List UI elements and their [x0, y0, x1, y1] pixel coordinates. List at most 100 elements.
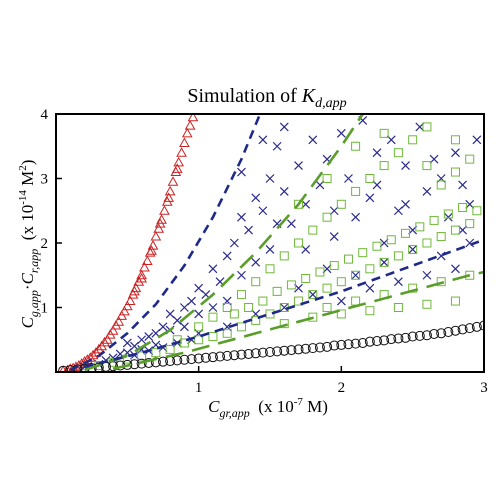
y-label-dot: ·: [18, 284, 37, 290]
triangle-point: [181, 127, 193, 138]
cross-point: [265, 174, 275, 183]
chart-title-sub: d,app: [315, 96, 347, 111]
circle-point: [372, 336, 382, 347]
circle-point: [236, 349, 247, 360]
x-label-unit-post: M): [303, 397, 328, 416]
cross-point: [158, 322, 168, 332]
cross-point: [194, 309, 204, 319]
series-triangle: [59, 114, 199, 372]
x-label-sub: gr,app: [219, 406, 249, 420]
square-point: [429, 215, 439, 225]
triangle-point: [179, 137, 190, 148]
square-point: [151, 348, 161, 358]
square-point: [393, 148, 403, 158]
cross-point: [286, 219, 296, 229]
square-point: [365, 306, 375, 316]
circle-point: [407, 331, 418, 342]
circle-point: [307, 343, 318, 354]
square-point: [208, 312, 218, 322]
circle-point: [471, 321, 482, 332]
circle-point: [158, 356, 168, 367]
cross-point: [472, 135, 482, 145]
y-tick-label: 3: [41, 172, 49, 188]
square-point: [308, 290, 318, 300]
cross-point: [272, 141, 282, 151]
square-point: [294, 238, 304, 248]
square-point: [208, 332, 218, 342]
y-tick-label: 4: [41, 107, 49, 123]
circle-point: [65, 365, 76, 372]
circle-point: [257, 347, 268, 358]
square-point: [465, 219, 475, 229]
square-point: [286, 280, 296, 290]
square-point: [436, 232, 446, 242]
square-point: [422, 161, 432, 171]
circle-point: [122, 359, 133, 370]
triangle-point: [146, 245, 157, 255]
x-axis: 1 2 3: [195, 366, 488, 396]
square-point: [322, 303, 332, 312]
circle-point: [479, 320, 484, 331]
circle-point: [272, 346, 283, 357]
square-point: [265, 264, 275, 274]
cross-point: [144, 332, 154, 341]
square-point: [336, 199, 346, 209]
circle-point: [314, 342, 325, 353]
square-point: [351, 141, 361, 151]
triangle-point: [93, 343, 105, 354]
square-point: [351, 296, 361, 306]
y-tick-label: 2: [41, 236, 49, 252]
series-circle: [58, 320, 484, 372]
x-label-exp: -7: [294, 396, 304, 408]
square-point: [308, 312, 318, 322]
cross-point: [194, 283, 204, 293]
cross-point: [451, 148, 460, 158]
square-point: [301, 273, 311, 283]
circle-point: [229, 350, 240, 361]
x-label-var: C: [208, 397, 220, 416]
square-point: [450, 296, 460, 306]
square-point: [422, 238, 432, 248]
triangle-point: [124, 295, 136, 306]
triangle-point: [150, 231, 162, 241]
triangle-point: [129, 285, 140, 296]
square-point: [322, 212, 332, 222]
square-point: [222, 328, 232, 338]
cross-point: [408, 245, 418, 254]
cross-point: [329, 232, 339, 241]
square-point: [336, 277, 346, 287]
circle-point: [393, 333, 404, 344]
triangle-point: [107, 325, 119, 335]
circle-point: [414, 330, 425, 341]
cross-point: [237, 270, 246, 280]
square-point: [365, 174, 375, 183]
square-point: [236, 322, 246, 332]
square-point: [465, 154, 475, 164]
triangle-point: [133, 276, 145, 286]
cross-point: [187, 296, 196, 306]
circle-point: [243, 348, 254, 359]
square-point: [294, 199, 304, 209]
chart-title: Simulation of Kd,app: [187, 85, 346, 111]
square-point: [329, 261, 339, 271]
cross-point: [137, 335, 147, 345]
circle-point: [215, 351, 226, 362]
triangle-point: [156, 214, 167, 224]
x-tick-label: 3: [480, 380, 488, 396]
cross-point: [451, 264, 460, 274]
cross-point: [122, 338, 132, 348]
square-point: [408, 283, 418, 293]
cross-point: [251, 257, 261, 267]
plot-area: [58, 114, 484, 372]
cross-point: [351, 212, 361, 222]
circle-point: [293, 344, 304, 355]
triangle-point: [184, 120, 196, 130]
circle-point: [429, 328, 440, 339]
circle-point: [58, 365, 69, 372]
circle-point: [386, 334, 397, 345]
circle-point: [379, 335, 390, 346]
square-point: [294, 296, 304, 306]
square-point: [236, 290, 246, 300]
triangle-point: [113, 316, 125, 326]
triangle-point: [164, 185, 176, 196]
